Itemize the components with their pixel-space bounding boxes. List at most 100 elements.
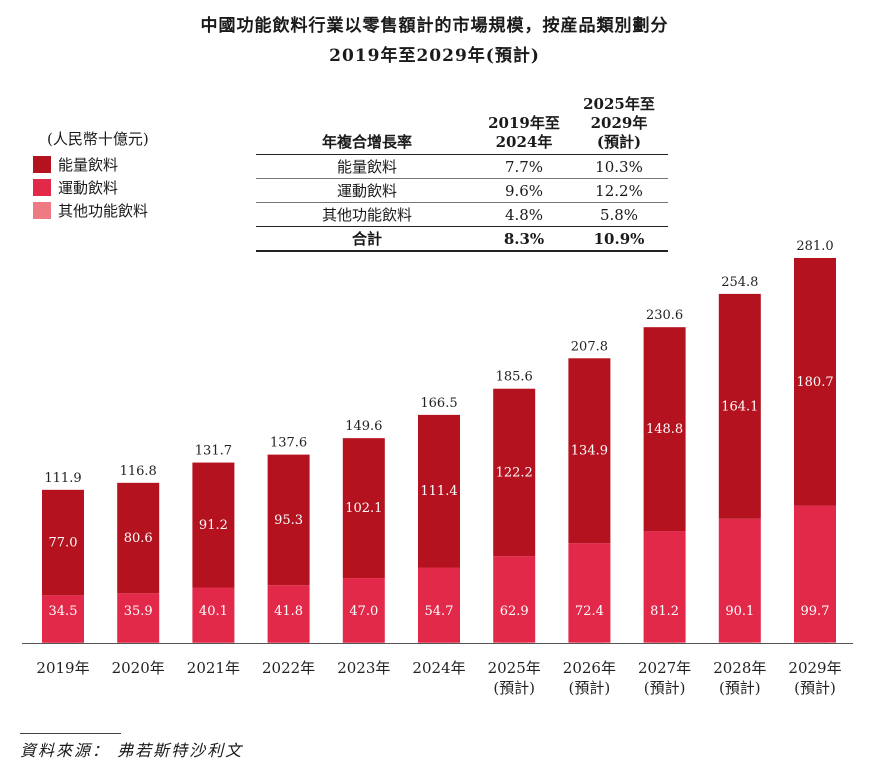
cagr-total-label: 合計 xyxy=(256,226,478,252)
segment-label: 80.6 xyxy=(124,531,153,546)
cagr-row-v1: 9.6% xyxy=(478,178,570,203)
cagr-row-label: 其他功能飲料 xyxy=(256,202,478,227)
category-label: 2026年 xyxy=(563,659,616,677)
total-label: 230.6 xyxy=(646,308,683,323)
legend-unit: (人民幣十億元) xyxy=(47,130,149,148)
cagr-header-col2: 2025年至 2029年 (預計) xyxy=(570,95,668,155)
segment-label: 90.1 xyxy=(725,604,754,619)
category-label: 2021年 xyxy=(187,659,240,677)
bar-segment xyxy=(342,578,385,643)
bar-segment xyxy=(117,482,160,594)
bar-segment xyxy=(493,388,536,557)
chart-subtitle: 2019年至2029年(預計) xyxy=(329,46,540,66)
category-label: (預計) xyxy=(493,679,535,697)
bar-segment xyxy=(267,454,310,586)
category-label: 2028年 xyxy=(713,659,766,677)
category-label: 2029年 xyxy=(788,659,841,677)
segment-label: 122.2 xyxy=(496,465,533,480)
bar-segment xyxy=(718,518,761,643)
category-label: (預計) xyxy=(644,679,686,697)
bar-segment xyxy=(42,489,84,596)
cagr-header-row: 年複合增長率 2019年至 2024年 2025年至 2029年 (預計) xyxy=(256,95,668,155)
bar-segment xyxy=(568,358,611,544)
segment-label: 81.2 xyxy=(650,604,679,619)
category-label: 2019年 xyxy=(36,659,89,677)
category-label: 2020年 xyxy=(112,659,165,677)
cagr-row-v1: 7.7% xyxy=(478,154,570,179)
bar-segment xyxy=(794,505,836,643)
bar-segment xyxy=(117,593,160,643)
source-note: 資料來源： 弗若斯特沙利文 xyxy=(20,741,244,760)
bar-segment xyxy=(718,293,761,519)
total-label: 137.6 xyxy=(270,436,307,451)
segment-label: 180.7 xyxy=(796,375,833,390)
legend-swatch-energy xyxy=(33,156,51,173)
cagr-header-col2-line1: 2025年至 xyxy=(583,95,655,113)
segment-label: 34.5 xyxy=(49,604,78,619)
source-divider xyxy=(20,733,121,734)
cagr-row-other: 其他功能飲料 4.8% 5.8% xyxy=(256,202,668,227)
cagr-header-col2-line2: 2029年 xyxy=(590,114,648,132)
category-label: 2025年 xyxy=(488,659,541,677)
total-label: 116.8 xyxy=(120,464,157,479)
segment-label: 111.4 xyxy=(420,484,457,499)
cagr-table: 年複合增長率 2019年至 2024年 2025年至 2029年 (預計) 能量… xyxy=(256,95,668,252)
bar-segment xyxy=(418,567,460,643)
cagr-row-label: 運動飲料 xyxy=(256,178,478,203)
segment-label: 148.8 xyxy=(646,422,683,437)
segment-label: 62.9 xyxy=(500,604,529,619)
bar-segment xyxy=(192,462,235,588)
category-label: (預計) xyxy=(794,679,836,697)
segment-label: 40.1 xyxy=(199,604,228,619)
category-label: 2022年 xyxy=(262,659,315,677)
legend-item-sports: 運動飲料 xyxy=(33,176,149,199)
legend-item-other: 其他功能飲料 xyxy=(33,199,149,222)
cagr-row-v1: 4.8% xyxy=(478,202,570,227)
cagr-row-v2: 5.8% xyxy=(570,202,668,227)
bar-segment xyxy=(192,587,235,643)
cagr-header-col1-line2: 2024年 xyxy=(495,133,553,151)
segment-label: 164.1 xyxy=(721,399,758,414)
cagr-row-energy: 能量飲料 7.7% 10.3% xyxy=(256,154,668,179)
cagr-header-col2-line3: (預計) xyxy=(596,133,642,151)
cagr-row-v2: 10.3% xyxy=(570,154,668,179)
legend-item-energy: 能量飲料 xyxy=(33,153,149,176)
cagr-row-total: 合計 8.3% 10.9% xyxy=(256,226,668,252)
segment-label: 91.2 xyxy=(199,518,228,533)
cagr-total-v2: 10.9% xyxy=(570,226,668,252)
legend-label-sports: 運動飲料 xyxy=(58,179,119,197)
segment-label: 99.7 xyxy=(801,604,830,619)
bar-segment xyxy=(568,543,611,643)
category-label: 2027年 xyxy=(638,659,691,677)
chart-title: 中國功能飲料行業以零售額計的市場規模，按産品類別劃分 xyxy=(200,16,669,36)
total-label: 185.6 xyxy=(496,370,533,385)
legend-label-energy: 能量飲料 xyxy=(58,156,119,174)
bar-segment xyxy=(794,258,836,506)
legend-label-other: 其他功能飲料 xyxy=(58,202,149,220)
segment-label: 102.1 xyxy=(345,501,382,516)
segment-label: 47.0 xyxy=(349,604,378,619)
cagr-header-label: 年複合增長率 xyxy=(256,95,478,155)
total-label: 166.5 xyxy=(420,396,457,411)
segment-label: 72.4 xyxy=(575,604,604,619)
category-label: 2023年 xyxy=(337,659,390,677)
segment-label: 77.0 xyxy=(49,536,78,551)
cagr-total-v1: 8.3% xyxy=(478,226,570,252)
bar-segment xyxy=(418,414,460,568)
bar-segment xyxy=(42,595,84,643)
cagr-header-col1-line1: 2019年至 xyxy=(488,114,560,132)
category-label: 2024年 xyxy=(412,659,465,677)
segment-label: 41.8 xyxy=(274,604,303,619)
bar-segment xyxy=(643,531,686,643)
legend: (人民幣十億元) 能量飲料 運動飲料 其他功能飲料 xyxy=(33,128,149,222)
total-label: 254.8 xyxy=(721,275,758,290)
total-label: 131.7 xyxy=(195,444,232,459)
cagr-row-v2: 12.2% xyxy=(570,178,668,203)
category-label: (預計) xyxy=(719,679,761,697)
total-label: 281.0 xyxy=(796,239,833,254)
cagr-row-sports: 運動飲料 9.6% 12.2% xyxy=(256,178,668,203)
bar-segment xyxy=(493,556,536,643)
segment-label: 35.9 xyxy=(124,604,153,619)
legend-swatch-sports xyxy=(33,179,51,196)
